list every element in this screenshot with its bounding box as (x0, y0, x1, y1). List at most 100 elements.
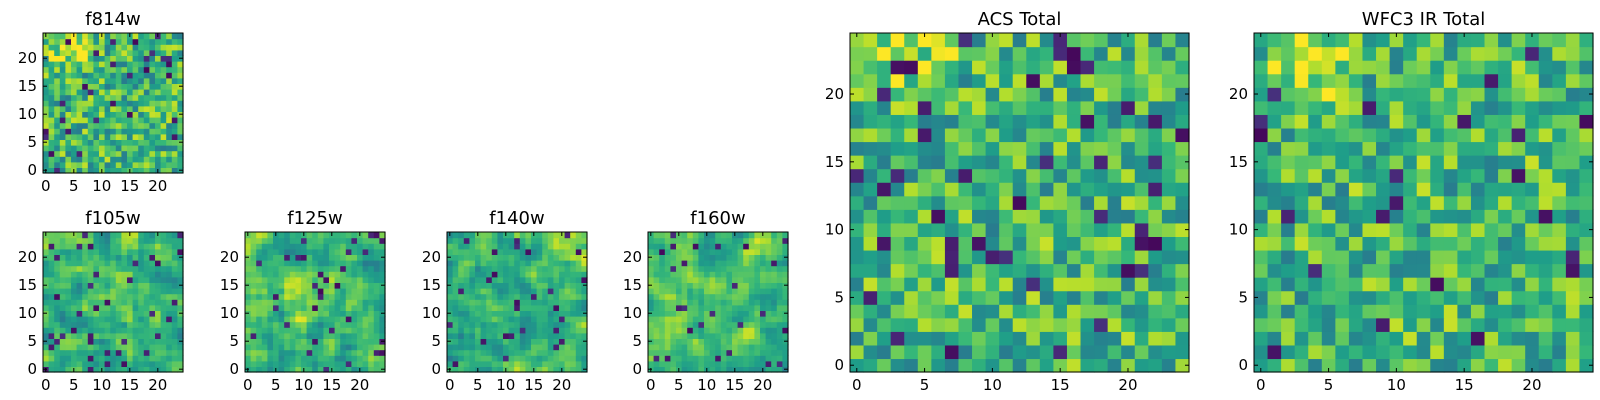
cell-f814w-22-0 (166, 167, 173, 174)
cell-acs-total-2-2 (877, 331, 892, 346)
cell-f814w-1-5 (48, 139, 55, 146)
cell-f160w-2-20 (659, 254, 666, 261)
cell-f125w-17-18 (340, 265, 347, 272)
cell-f814w-4-9 (65, 117, 72, 124)
cell-f814w-7-23 (82, 38, 89, 45)
cell-f125w-22-11 (368, 304, 375, 311)
cell-f125w-15-2 (329, 355, 336, 362)
cell-f814w-19-19 (149, 61, 156, 68)
cell-acs-total-3-0 (890, 358, 905, 373)
cell-wfc3-ir-total-10-24 (1389, 33, 1404, 48)
cell-wfc3-ir-total-14-15 (1443, 155, 1458, 170)
cell-f814w-17-21 (138, 49, 145, 56)
cell-acs-total-20-17 (1121, 127, 1136, 143)
cell-acs-total-9-2 (972, 331, 987, 346)
cell-acs-total-20-8 (1121, 249, 1136, 265)
cell-f140w-8-19 (491, 260, 498, 267)
cell-wfc3-ir-total-0-4 (1254, 304, 1269, 319)
cell-f814w-17-18 (138, 66, 145, 73)
cell-acs-total-3-24 (890, 33, 905, 48)
cell-f125w-13-0 (317, 366, 324, 373)
cell-f814w-2-22 (54, 44, 61, 51)
cell-f105w-12-0 (110, 366, 117, 373)
cell-wfc3-ir-total-14-14 (1443, 168, 1458, 183)
cell-f814w-22-22 (166, 44, 173, 51)
cell-f105w-0-18 (43, 265, 50, 272)
cell-f160w-4-14 (670, 288, 677, 295)
cell-f814w-6-8 (76, 122, 83, 129)
cell-acs-total-6-6 (931, 277, 946, 292)
cell-f160w-23-10 (776, 310, 783, 317)
cell-f105w-8-13 (87, 293, 94, 300)
cell-wfc3-ir-total-17-9 (1484, 236, 1499, 251)
cell-f160w-13-19 (720, 260, 727, 267)
cell-f814w-4-14 (65, 89, 72, 96)
cell-f125w-22-20 (368, 254, 375, 261)
cell-f105w-1-17 (48, 271, 55, 278)
cell-f140w-20-4 (559, 344, 566, 351)
cell-f160w-1-12 (653, 299, 660, 306)
cell-f125w-2-16 (256, 276, 263, 283)
cell-f105w-23-15 (171, 282, 178, 289)
cell-f125w-14-3 (323, 349, 330, 356)
cell-f140w-2-8 (458, 321, 465, 328)
cell-f140w-21-15 (564, 282, 571, 289)
cell-f814w-2-19 (54, 61, 61, 68)
cell-f140w-18-4 (547, 344, 554, 351)
cell-f814w-16-21 (132, 49, 139, 56)
cell-f105w-19-14 (149, 288, 156, 295)
cell-f125w-12-8 (312, 321, 319, 328)
cell-f125w-6-9 (278, 316, 285, 323)
cell-f105w-17-12 (138, 299, 145, 306)
cell-acs-total-18-18 (1094, 114, 1109, 129)
cell-wfc3-ir-total-24-13 (1579, 182, 1594, 197)
cell-f160w-2-19 (659, 260, 666, 267)
cell-f140w-3-9 (463, 316, 470, 323)
cell-f814w-19-14 (149, 89, 156, 96)
cell-acs-total-2-12 (877, 195, 892, 210)
cell-f140w-24-3 (581, 349, 588, 356)
cell-f105w-8-17 (87, 271, 94, 278)
cell-f160w-4-11 (670, 304, 677, 311)
cell-f140w-6-21 (480, 248, 487, 255)
cell-f160w-22-16 (771, 276, 778, 283)
cell-acs-total-8-14 (958, 168, 973, 183)
cell-f814w-19-21 (149, 49, 156, 56)
cell-acs-total-17-2 (1080, 331, 1095, 346)
cell-acs-total-22-16 (1148, 141, 1163, 156)
cell-f814w-2-11 (54, 105, 61, 112)
cell-f140w-3-20 (463, 254, 470, 261)
cell-wfc3-ir-total-22-19 (1552, 100, 1567, 115)
cell-f140w-21-23 (564, 237, 571, 244)
cell-f140w-22-12 (570, 299, 577, 306)
cell-f105w-18-6 (143, 332, 150, 339)
cell-wfc3-ir-total-17-20 (1484, 87, 1499, 102)
cell-f140w-11-24 (508, 232, 515, 239)
cell-f160w-9-17 (698, 271, 705, 278)
cell-f105w-13-11 (115, 304, 122, 311)
cell-wfc3-ir-total-12-22 (1416, 60, 1431, 75)
cell-f105w-4-2 (65, 355, 72, 362)
cell-f105w-20-22 (155, 243, 162, 250)
cell-f160w-21-19 (765, 260, 772, 267)
cell-f160w-17-13 (743, 293, 750, 300)
cell-f105w-13-2 (115, 355, 122, 362)
cell-f160w-3-0 (664, 366, 671, 373)
cell-f814w-16-6 (132, 133, 139, 140)
cell-f105w-12-1 (110, 360, 117, 367)
cell-f125w-6-2 (278, 355, 285, 362)
cell-f140w-7-13 (486, 293, 493, 300)
cell-f125w-23-11 (373, 304, 380, 311)
cell-f140w-16-10 (536, 310, 543, 317)
cell-wfc3-ir-total-17-4 (1484, 304, 1499, 319)
cell-wfc3-ir-total-10-15 (1389, 155, 1404, 170)
cell-acs-total-1-7 (863, 263, 878, 278)
cell-acs-total-12-12 (1012, 195, 1027, 210)
cell-f105w-4-11 (65, 304, 72, 311)
cell-f125w-1-15 (250, 282, 257, 289)
cell-acs-total-15-15 (1053, 155, 1068, 170)
cell-wfc3-ir-total-8-23 (1362, 46, 1377, 61)
cell-wfc3-ir-total-10-20 (1389, 87, 1404, 102)
cell-f105w-17-9 (138, 316, 145, 323)
cell-f140w-22-17 (570, 271, 577, 278)
